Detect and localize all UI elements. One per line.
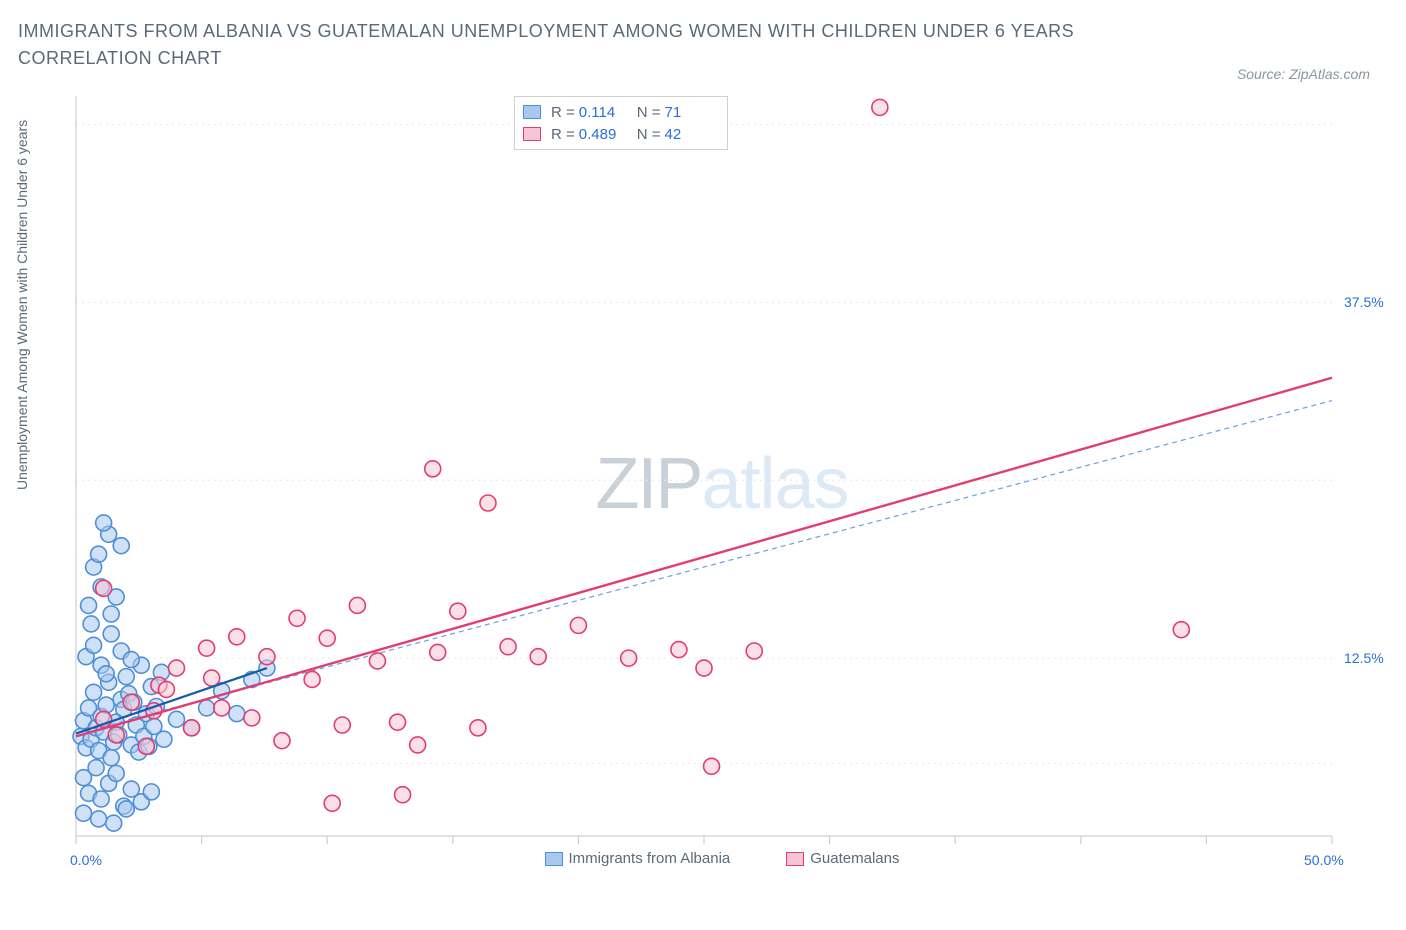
legend-swatch: [545, 852, 563, 866]
legend-series: Immigrants from Albania Guatemalans: [62, 850, 1382, 868]
y-tick-label: 37.5%: [1344, 294, 1382, 310]
legend-stats-row: R = 0.114 N = 71: [523, 101, 719, 123]
n-value: 71: [665, 104, 719, 121]
legend-stats-row: R = 0.489 N = 42: [523, 123, 719, 145]
r-label: R =: [551, 104, 575, 121]
legend-series-label: Immigrants from Albania: [569, 850, 731, 867]
n-label: N =: [637, 126, 661, 143]
y-tick-label: 12.5%: [1344, 650, 1382, 666]
r-label: R =: [551, 126, 575, 143]
legend-stats-box: R = 0.114 N = 71R = 0.489 N = 42: [514, 96, 728, 150]
r-value: 0.489: [579, 126, 633, 143]
chart-header: IMMIGRANTS FROM ALBANIA VS GUATEMALAN UN…: [18, 18, 1388, 72]
y-axis-label: Unemployment Among Women with Children U…: [14, 120, 30, 490]
legend-series-item: Guatemalans: [786, 850, 899, 867]
legend-series-label: Guatemalans: [810, 850, 899, 867]
chart-area: ZIPatlas R = 0.114 N = 71R = 0.489 N = 4…: [62, 90, 1382, 878]
n-value: 42: [665, 126, 719, 143]
legend-swatch: [523, 105, 541, 119]
legend-swatch: [786, 852, 804, 866]
r-value: 0.114: [579, 104, 633, 121]
chart-title: IMMIGRANTS FROM ALBANIA VS GUATEMALAN UN…: [18, 18, 1118, 72]
source-attribution: Source: ZipAtlas.com: [1237, 66, 1370, 82]
legend-series-item: Immigrants from Albania: [545, 850, 731, 867]
scatter-plot: [62, 90, 1382, 878]
legend-swatch: [523, 127, 541, 141]
n-label: N =: [637, 104, 661, 121]
